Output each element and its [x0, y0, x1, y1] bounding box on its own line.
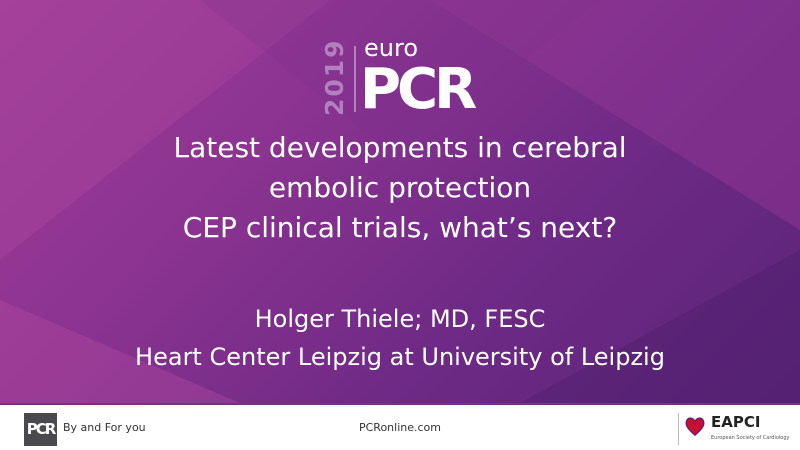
- eapci-heart-icon: [685, 417, 705, 437]
- logo-divider: [354, 46, 356, 112]
- logo-euro: euro: [364, 34, 418, 62]
- title-line: CEP clinical trials, what’s next?: [182, 211, 618, 244]
- title-line: Latest developments in cerebral: [173, 131, 627, 164]
- author-affiliation: Heart Center Leipzig at University of Le…: [135, 343, 665, 371]
- esc-label: European Society of Cardiology: [711, 435, 790, 441]
- footer-divider: [678, 413, 679, 445]
- slide-title: Latest developments in cerebral embolic …: [0, 128, 800, 248]
- tagline: By and For you: [63, 421, 146, 434]
- logo-pcr: PCR: [360, 57, 477, 122]
- footer: PCR By and For you PCRonline.com EAPCI E…: [0, 403, 800, 450]
- europcr-2019-logo: 2019 euro PCR: [318, 36, 488, 122]
- title-line: embolic protection: [268, 171, 532, 204]
- background-facets: [0, 0, 800, 403]
- author-name: Holger Thiele; MD, FESC: [254, 305, 546, 333]
- slide-background: 2019 euro PCR Latest developments in cer…: [0, 0, 800, 403]
- eapci-logo: EAPCI: [711, 413, 761, 431]
- pcr-logo: PCR: [24, 413, 57, 446]
- website-url: PCRonline.com: [358, 421, 441, 434]
- logo-year: 2019: [320, 38, 349, 116]
